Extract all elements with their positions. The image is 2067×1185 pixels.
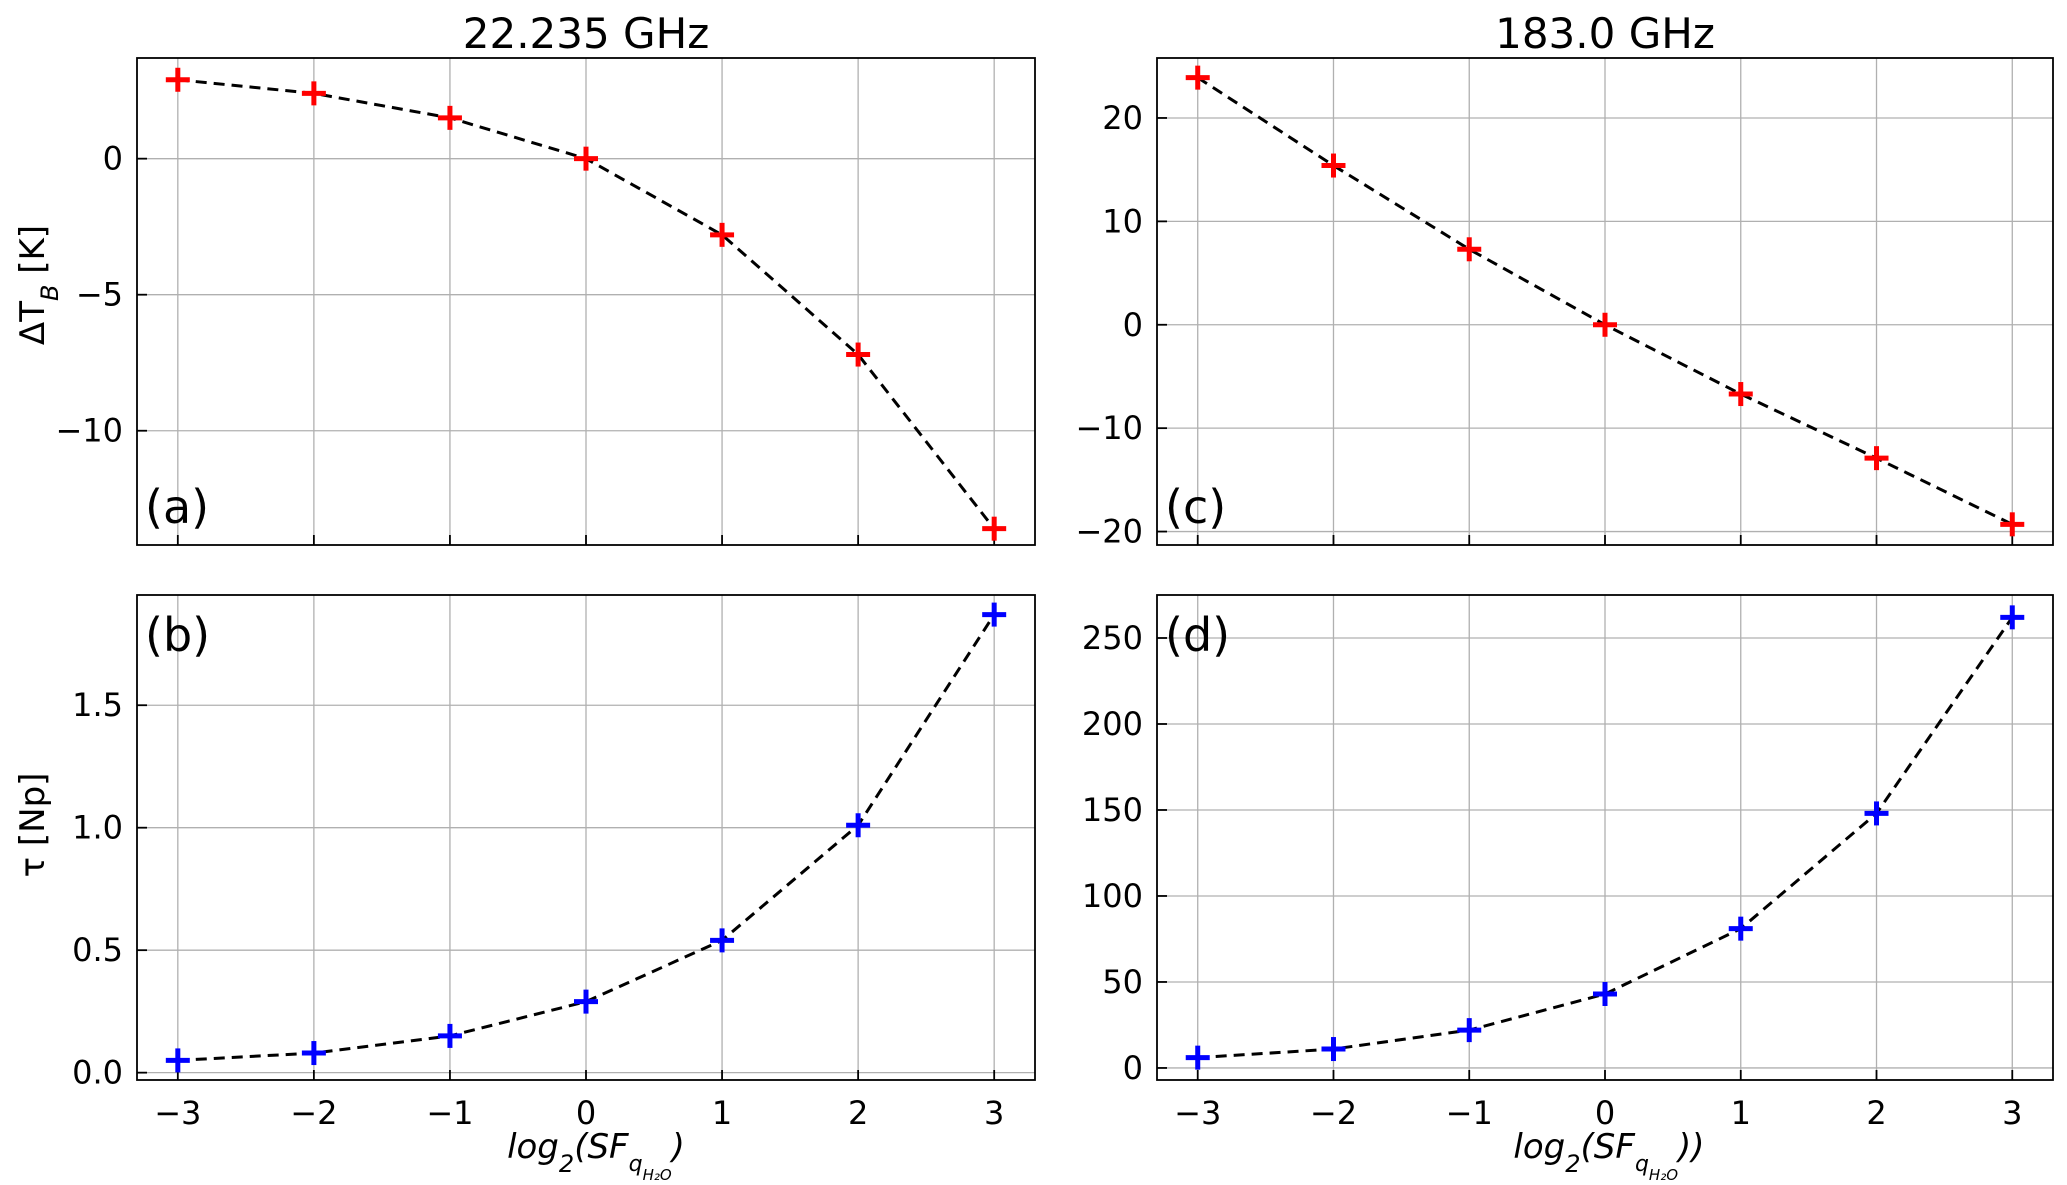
- data-point-marker: [574, 146, 598, 171]
- y-tick-label: 0: [103, 140, 123, 178]
- data-point-marker: [1457, 1018, 1482, 1043]
- panel-title: 22.235 GHz: [463, 9, 709, 58]
- data-point-marker: [165, 67, 190, 92]
- x-tick-label: −2: [290, 1094, 337, 1132]
- data-point-marker: [1321, 153, 1346, 178]
- x-tick-label: −1: [1446, 1094, 1493, 1132]
- data-point-marker: [1728, 382, 1753, 407]
- data-point-marker: [301, 1041, 326, 1066]
- y-tick-label: 0.0: [72, 1054, 123, 1092]
- y-tick-label: −10: [55, 412, 123, 450]
- data-point-marker: [1728, 916, 1753, 941]
- y-axis-label-top: ΔTB [K]: [13, 225, 64, 345]
- y-tick-label: 200: [1082, 705, 1143, 743]
- x-tick-label: 2: [848, 1094, 868, 1132]
- y-tick-label: 0: [1123, 1049, 1143, 1087]
- x-tick-label: 3: [2002, 1094, 2022, 1132]
- data-point-marker: [982, 516, 1007, 541]
- y-tick-label: 1.5: [72, 686, 123, 724]
- y-tick-label: −20: [1075, 513, 1143, 551]
- y-tick-label: −5: [76, 276, 123, 314]
- x-tick-label: −3: [154, 1094, 201, 1132]
- x-tick-label: −2: [1310, 1094, 1357, 1132]
- y-tick-label: 0.5: [72, 931, 123, 969]
- x-axis-label-left: log2(SFqH₂O): [507, 1127, 685, 1184]
- data-point-marker: [982, 602, 1007, 627]
- data-point-marker: [301, 81, 326, 106]
- panel-label: (c): [1165, 480, 1226, 534]
- y-tick-label: 50: [1102, 963, 1143, 1001]
- x-tick-label: 1: [1731, 1094, 1751, 1132]
- data-point-marker: [1864, 446, 1889, 471]
- data-point-marker: [710, 928, 735, 953]
- data-point-marker: [846, 813, 871, 838]
- panel-label: (b): [145, 608, 210, 662]
- data-point-marker: [1185, 1045, 1210, 1070]
- y-tick-label: 10: [1102, 202, 1143, 240]
- y-tick-label: 150: [1082, 791, 1143, 829]
- data-point-marker: [1864, 801, 1889, 826]
- panel-a-temperature-22ghz: −10 −5 0 22.235 GHz (a): [55, 9, 1036, 546]
- x-tick-label: 0: [576, 1094, 596, 1132]
- data-point-marker: [2000, 605, 2025, 630]
- data-point-marker: [1185, 65, 1210, 90]
- x-tick-label: 1: [712, 1094, 732, 1132]
- x-tick-label: −1: [426, 1094, 473, 1132]
- y-tick-label: 1.0: [72, 809, 123, 847]
- data-point-marker: [437, 105, 462, 130]
- panel-d-opacity-183ghz: 0 50 100 150 200 250 −3 −2 −1 0 1 2 3 (d): [1082, 594, 2054, 1132]
- data-point-marker: [846, 342, 871, 367]
- data-point-marker: [165, 1048, 190, 1073]
- data-point-marker: [437, 1023, 462, 1048]
- data-point-marker: [1593, 312, 1617, 337]
- panel-b-opacity-22ghz: 0.0 0.5 1.0 1.5 −3 −2 −1 0 1 2 3 (b): [72, 594, 1036, 1132]
- panel-c-temperature-183ghz: −20 −10 0 10 20 183.0 GHz (c): [1075, 9, 2054, 551]
- y-tick-label: 0: [1123, 306, 1143, 344]
- y-tick-label: −10: [1075, 409, 1143, 447]
- y-axis-label-bottom: τ [Np]: [13, 773, 53, 878]
- panel-label: (d): [1165, 608, 1230, 662]
- panel-title: 183.0 GHz: [1495, 9, 1715, 58]
- data-point-marker: [2000, 512, 2025, 537]
- x-tick-label: 3: [984, 1094, 1004, 1132]
- y-tick-label: 100: [1082, 877, 1143, 915]
- x-tick-label: 0: [1595, 1094, 1615, 1132]
- y-tick-label: 20: [1102, 99, 1143, 137]
- data-point-marker: [1457, 237, 1482, 262]
- x-tick-label: 2: [1866, 1094, 1886, 1132]
- x-axis-label-right: log2(SFqH₂O)): [1513, 1127, 1704, 1184]
- data-point-marker: [1321, 1037, 1346, 1062]
- data-point-marker: [1593, 982, 1617, 1007]
- x-tick-label: −3: [1174, 1094, 1221, 1132]
- data-point-marker: [710, 222, 735, 247]
- y-tick-label: 250: [1082, 619, 1143, 657]
- panel-label: (a): [145, 480, 209, 534]
- data-point-marker: [574, 989, 598, 1014]
